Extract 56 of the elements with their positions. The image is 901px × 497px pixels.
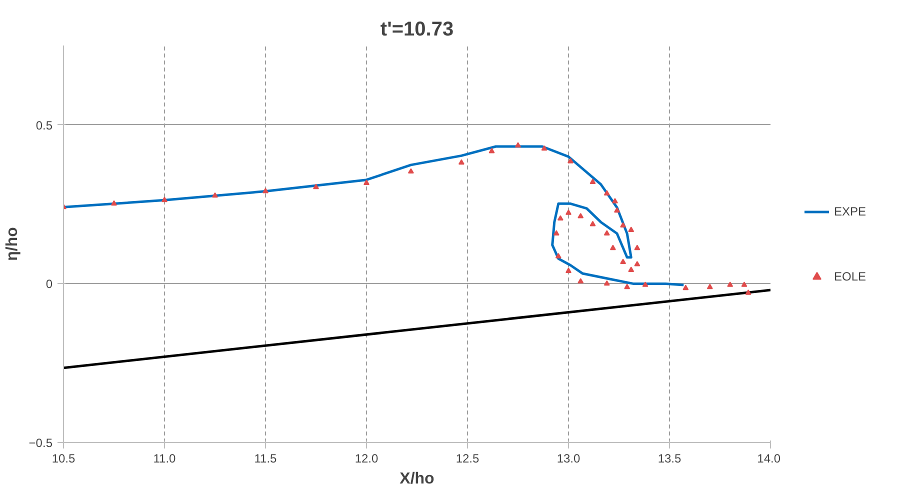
point — [682, 284, 689, 290]
x-axis-title: X/ho — [400, 470, 435, 488]
x-tick-label: 13.0 — [556, 452, 581, 466]
point — [364, 180, 370, 185]
y-tick-label: −0.5 — [28, 436, 53, 450]
point — [458, 159, 464, 165]
point — [408, 168, 414, 174]
point — [590, 220, 596, 226]
point — [610, 244, 616, 250]
point — [111, 200, 117, 206]
point — [620, 222, 626, 228]
point — [727, 282, 734, 287]
point — [566, 209, 572, 215]
point — [706, 284, 713, 290]
point — [628, 266, 634, 272]
point — [566, 268, 572, 273]
point — [162, 196, 168, 202]
point — [741, 282, 748, 287]
legend-label: EXPE — [834, 204, 866, 218]
chart-title: t'=10.73 — [380, 18, 454, 40]
point — [590, 178, 596, 184]
x-tick-label: 13.5 — [658, 452, 682, 466]
point — [604, 190, 610, 196]
point — [578, 278, 584, 284]
x-tick-label: 12.5 — [456, 452, 480, 466]
y-tick-label: 0.5 — [36, 118, 53, 132]
point — [557, 215, 564, 221]
point — [313, 184, 319, 190]
point — [614, 207, 620, 213]
point — [212, 192, 218, 198]
point — [624, 284, 630, 290]
y-axis-title: η/ho — [4, 226, 21, 261]
point — [515, 142, 521, 148]
point — [642, 282, 648, 287]
point — [612, 198, 618, 204]
point — [555, 253, 562, 258]
x-tick-label: 11.5 — [254, 452, 278, 466]
point — [620, 258, 626, 264]
point — [553, 230, 560, 236]
point — [634, 260, 640, 266]
y-tick-label: 0 — [46, 277, 53, 292]
point — [578, 212, 584, 218]
point — [568, 158, 574, 164]
point — [628, 226, 634, 232]
legend-label: EOLE — [834, 269, 866, 283]
x-tick-label: 12.0 — [354, 452, 379, 466]
point — [488, 148, 495, 154]
point — [262, 188, 268, 194]
point — [634, 244, 640, 250]
point — [745, 290, 752, 295]
x-tick-label: 14.0 — [757, 452, 781, 466]
x-tick-label: 10.5 — [52, 452, 76, 466]
x-tick-label: 11.0 — [153, 452, 176, 466]
point — [604, 280, 610, 286]
point — [541, 145, 548, 151]
point — [604, 230, 610, 236]
